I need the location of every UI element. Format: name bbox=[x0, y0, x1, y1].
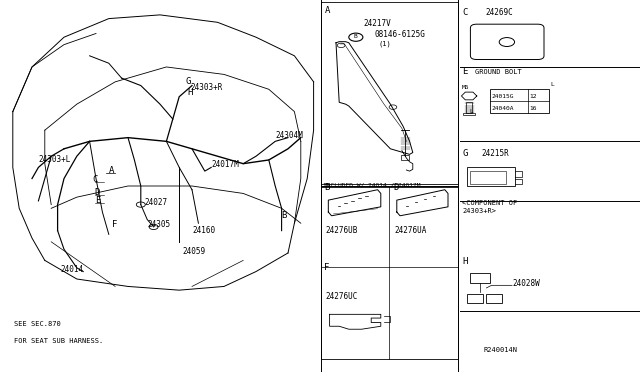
Text: 24017M: 24017M bbox=[211, 160, 239, 169]
Text: FOR SEAT SUB HARNESS.: FOR SEAT SUB HARNESS. bbox=[14, 339, 103, 344]
Text: A: A bbox=[324, 6, 330, 15]
Text: H: H bbox=[187, 88, 192, 97]
Bar bbox=[466, 102, 472, 113]
Bar bbox=[463, 113, 475, 115]
Bar bbox=[470, 273, 490, 283]
Text: 24276UA: 24276UA bbox=[395, 225, 428, 234]
Text: G: G bbox=[462, 149, 467, 158]
Text: B: B bbox=[324, 183, 330, 192]
Text: 24059: 24059 bbox=[182, 247, 205, 256]
Text: 24040A: 24040A bbox=[492, 106, 514, 112]
Text: E: E bbox=[95, 196, 100, 205]
Bar bbox=[490, 89, 549, 113]
Text: INCLUDED W/ 24014 / 24017M: INCLUDED W/ 24014 / 24017M bbox=[323, 183, 420, 188]
Bar bbox=[467, 294, 483, 303]
Text: F: F bbox=[324, 263, 330, 272]
Text: GROUND BOLT: GROUND BOLT bbox=[475, 70, 522, 76]
Text: 24217V: 24217V bbox=[364, 19, 391, 28]
Text: 24015G: 24015G bbox=[492, 94, 514, 99]
Text: G: G bbox=[186, 77, 191, 86]
Text: 24276UC: 24276UC bbox=[325, 292, 358, 301]
Text: 24014: 24014 bbox=[61, 265, 84, 274]
Text: R240014N: R240014N bbox=[483, 347, 517, 353]
Text: D: D bbox=[394, 183, 399, 192]
Text: B: B bbox=[282, 211, 287, 219]
Text: 24269C: 24269C bbox=[485, 8, 513, 17]
Bar bbox=[321, 187, 458, 359]
Text: C: C bbox=[462, 8, 467, 17]
Text: 24027: 24027 bbox=[144, 198, 167, 206]
Bar bbox=[321, 2, 458, 184]
Text: A: A bbox=[109, 166, 114, 175]
Text: 24303+R>: 24303+R> bbox=[462, 208, 496, 214]
Text: 24303+L: 24303+L bbox=[38, 155, 71, 164]
Text: 08146-6125G: 08146-6125G bbox=[374, 30, 425, 39]
Text: 24304M: 24304M bbox=[275, 131, 303, 140]
Text: L: L bbox=[469, 109, 473, 115]
Text: H: H bbox=[462, 257, 467, 266]
Text: M6: M6 bbox=[462, 85, 470, 90]
Text: E: E bbox=[462, 67, 467, 76]
Text: 24160: 24160 bbox=[192, 225, 215, 234]
Bar bbox=[401, 155, 409, 160]
Text: 24276UB: 24276UB bbox=[325, 225, 358, 234]
Text: 24303+R: 24303+R bbox=[191, 83, 223, 92]
Text: 16: 16 bbox=[529, 106, 537, 112]
Text: 24305: 24305 bbox=[147, 220, 170, 229]
Bar bbox=[486, 294, 502, 303]
Text: C: C bbox=[93, 175, 98, 184]
Text: L: L bbox=[550, 81, 554, 87]
Text: (1): (1) bbox=[378, 41, 391, 47]
Text: SEE SEC.870: SEE SEC.870 bbox=[14, 321, 61, 327]
Text: 24215R: 24215R bbox=[481, 149, 509, 158]
Bar bbox=[467, 167, 515, 186]
Bar bbox=[470, 171, 506, 184]
Text: B: B bbox=[353, 34, 357, 39]
Text: F: F bbox=[112, 220, 117, 229]
Text: D: D bbox=[95, 188, 100, 197]
Text: 24028W: 24028W bbox=[512, 279, 540, 288]
Text: <COMPONENT OF: <COMPONENT OF bbox=[462, 200, 517, 206]
Text: 12: 12 bbox=[529, 94, 537, 99]
